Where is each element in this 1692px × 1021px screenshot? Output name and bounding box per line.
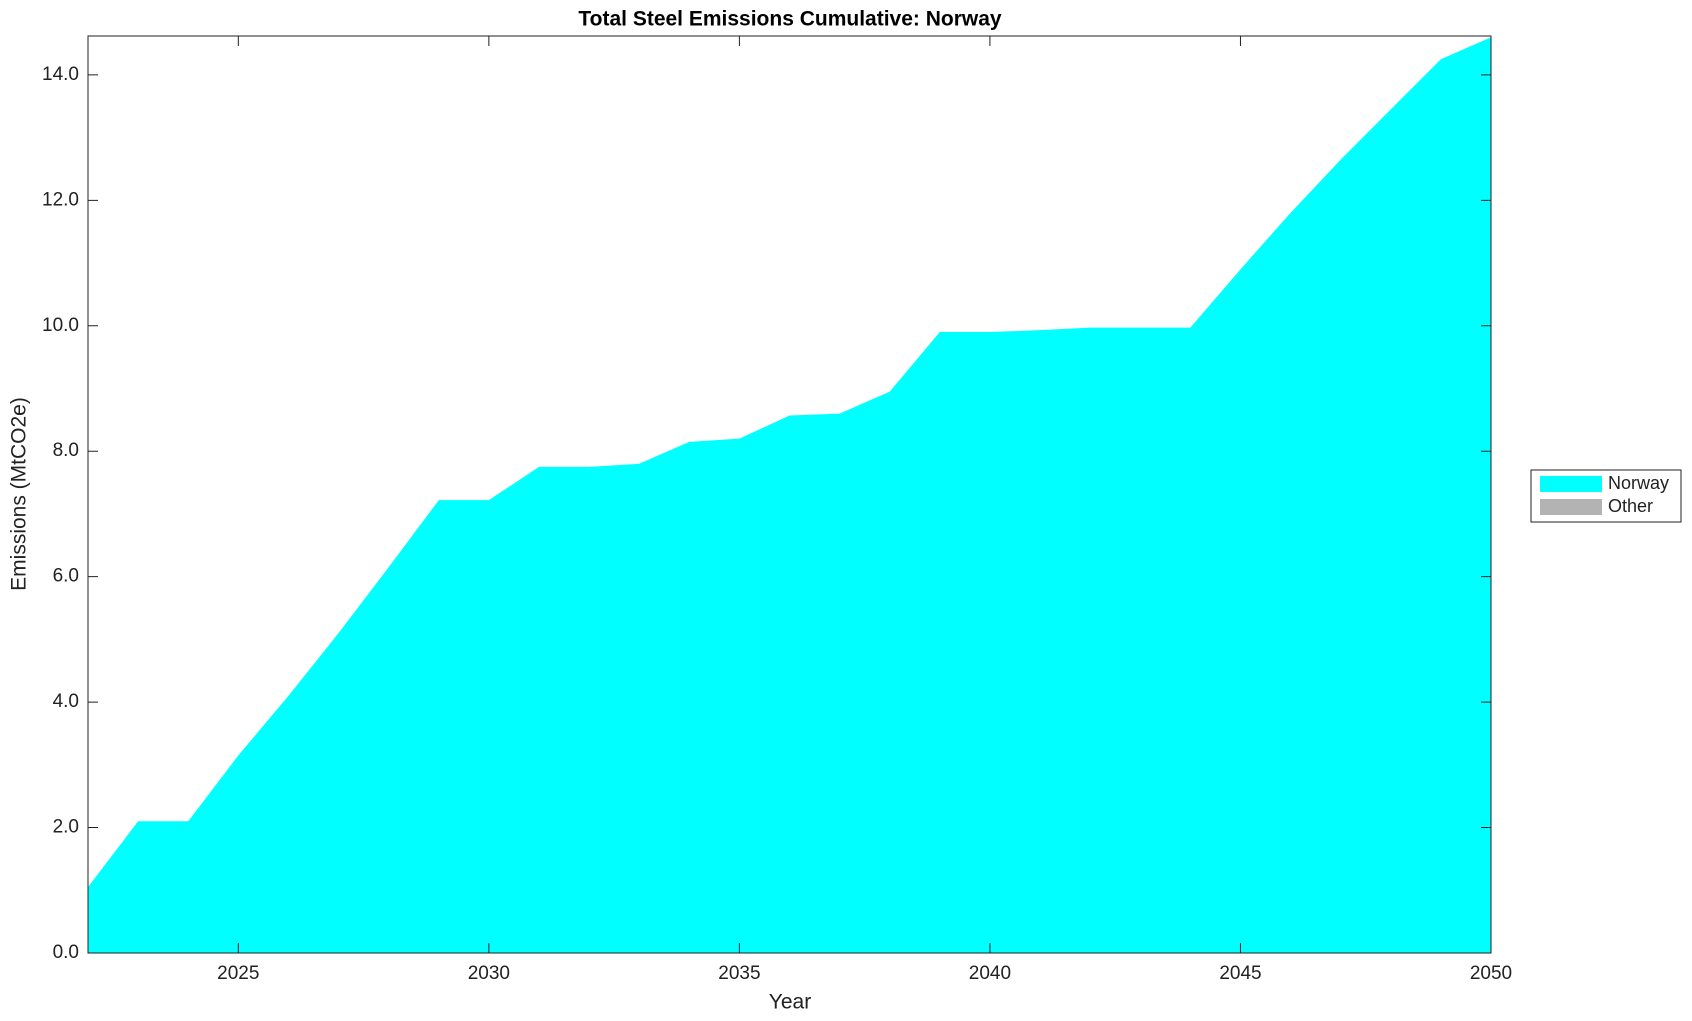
y-tick-label: 10.0 <box>42 315 79 336</box>
chart-title: Total Steel Emissions Cumulative: Norway <box>578 8 1002 31</box>
x-tick-label: 2040 <box>969 963 1011 984</box>
y-tick-label: 2.0 <box>53 817 79 838</box>
x-tick-label: 2030 <box>468 963 510 984</box>
y-tick-label: 0.0 <box>53 942 79 963</box>
x-tick-label: 2025 <box>217 963 259 984</box>
y-tick-label: 14.0 <box>42 64 79 85</box>
x-axis-label: Year <box>769 991 811 1014</box>
legend-label: Other <box>1608 496 1653 516</box>
x-tick-label: 2045 <box>1219 963 1261 984</box>
x-tick-label: 2035 <box>718 963 760 984</box>
y-tick-label: 12.0 <box>42 189 79 210</box>
y-tick-label: 6.0 <box>53 566 79 587</box>
y-tick-label: 8.0 <box>53 440 79 461</box>
area <box>88 37 1491 953</box>
legend-swatch <box>1540 476 1602 492</box>
legend-swatch <box>1540 499 1602 515</box>
y-tick-label: 4.0 <box>53 691 79 712</box>
x-tick-label: 2050 <box>1470 963 1512 984</box>
legend-label: Norway <box>1608 473 1669 493</box>
y-axis-label: Emissions (MtCO2e) <box>8 397 31 591</box>
plot-frame <box>87 35 1492 954</box>
